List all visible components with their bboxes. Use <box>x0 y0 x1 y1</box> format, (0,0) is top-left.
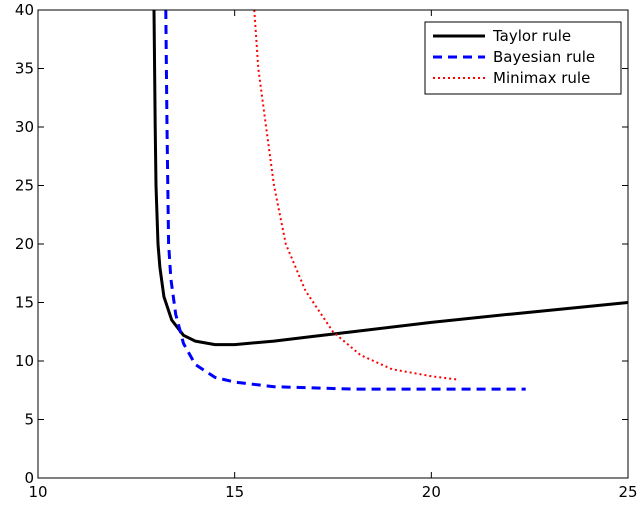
ticks-layer: 10 15 20 25 0 5 10 15 20 25 30 35 40 <box>15 1 638 501</box>
series-line-taylor-rule <box>152 10 628 347</box>
legend: Taylor rule Bayesian rule Minimax rule <box>424 21 622 95</box>
y-tick-label: 15 <box>15 294 34 312</box>
series-line-bayesian-rule <box>164 10 526 391</box>
legend-label-bayesian-rule: Bayesian rule <box>493 48 595 66</box>
legend-box <box>424 21 622 95</box>
x-tick-label: 25 <box>618 483 637 501</box>
x-tick-label: 10 <box>28 483 47 501</box>
series-layer <box>152 10 628 391</box>
x-tick-label: 15 <box>225 483 244 501</box>
legend-label-minimax-rule: Minimax rule <box>493 69 590 87</box>
x-tick-label: 20 <box>422 483 441 501</box>
series-line-minimax-rule <box>253 10 460 381</box>
y-tick-label: 25 <box>15 177 34 195</box>
y-tick-label: 20 <box>15 235 34 253</box>
y-tick-label: 0 <box>24 469 34 487</box>
legend-label-taylor-rule: Taylor rule <box>492 27 571 45</box>
y-tick-label: 10 <box>15 352 34 370</box>
y-tick-label: 40 <box>15 1 34 19</box>
y-tick-label: 5 <box>24 411 34 429</box>
y-tick-label: 30 <box>15 118 34 136</box>
y-tick-label: 35 <box>15 60 34 78</box>
